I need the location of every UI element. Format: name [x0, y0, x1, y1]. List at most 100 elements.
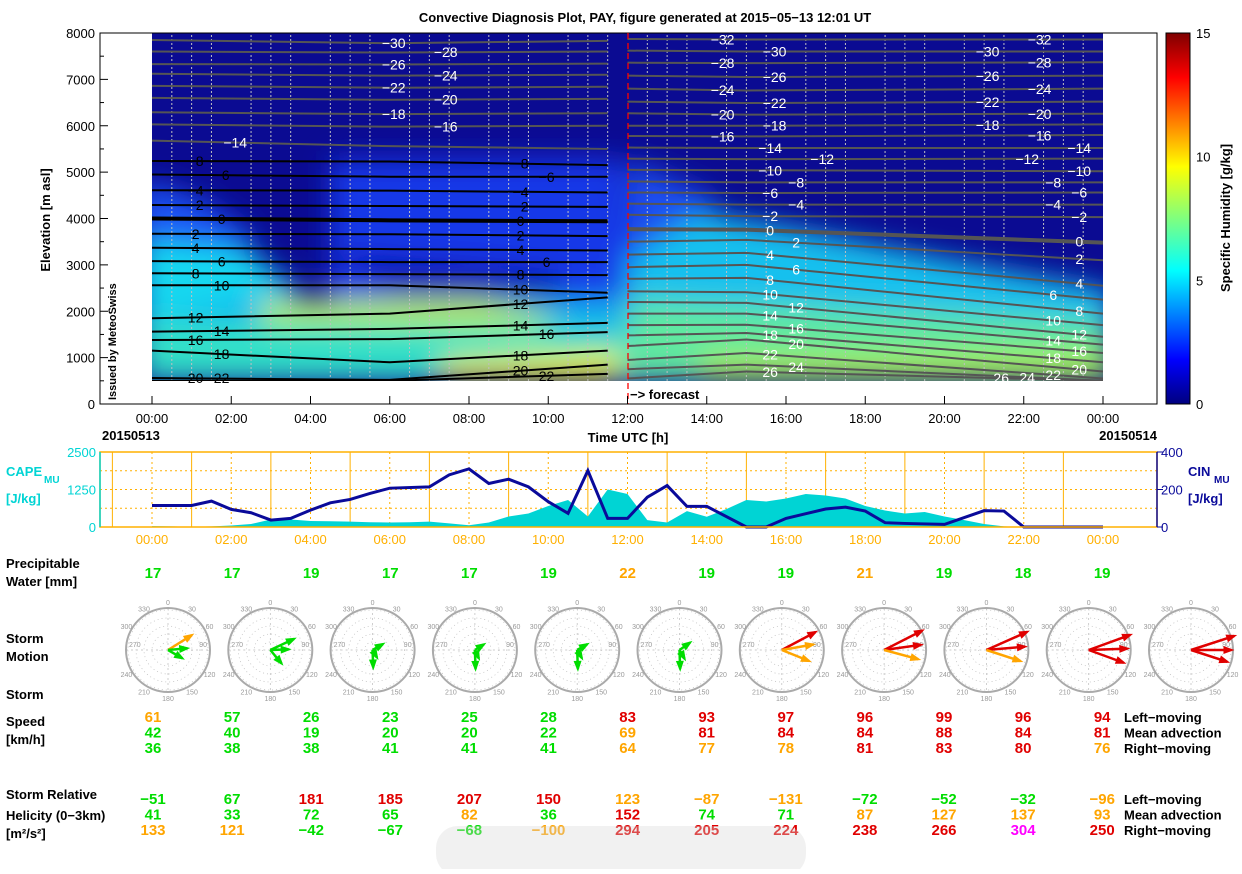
polar-compass-label: 330	[1161, 606, 1173, 613]
cape-x-tick-label: 20:00	[928, 532, 961, 547]
isotherm-label: 0	[766, 222, 774, 238]
pw-value: 17	[461, 565, 478, 582]
storm-speed-value: 81	[1094, 725, 1111, 742]
isotherm-label: 26	[762, 364, 778, 380]
polar-compass-label: 210	[957, 690, 969, 697]
polar-compass-label: 270	[845, 642, 857, 649]
x-tick-label: 20:00	[928, 411, 961, 426]
storm-speed-value: 38	[224, 740, 241, 757]
polar-compass-label: 0	[984, 600, 988, 607]
cin-axis-label: CIN	[1188, 464, 1210, 479]
helicity-value: −52	[931, 791, 956, 808]
isotherm-label: 12	[513, 296, 529, 312]
arrow-head-icon	[800, 654, 812, 662]
polar-compass-label: 300	[632, 624, 644, 631]
cape-tick-label: 0	[89, 520, 96, 535]
isotherm-label: −28	[434, 44, 458, 60]
isotherm-label: −8	[513, 156, 529, 172]
storm-speed-value: 25	[461, 709, 478, 726]
polar-compass-label: 90	[404, 642, 412, 649]
polar-compass-label: 240	[121, 672, 133, 679]
cape-x-tick-label: 16:00	[770, 532, 803, 547]
isotherm-label: −22	[382, 80, 406, 96]
x-tick-label: 00:00	[136, 411, 169, 426]
polar-compass-label: 0	[678, 600, 682, 607]
isotherm-label: 18	[762, 327, 778, 343]
viewer-toolbar-overlay[interactable]	[436, 826, 806, 869]
isotherm-label: −26	[763, 69, 787, 85]
polar-compass-label: 150	[1005, 690, 1017, 697]
polar-compass-label: 60	[1229, 624, 1237, 631]
helicity-value: 207	[457, 791, 482, 808]
polar-compass-label: 300	[939, 624, 951, 631]
isotherm-label: −14	[1067, 140, 1091, 156]
arrow-head-icon	[1115, 656, 1127, 664]
polar-compass-label: 270	[743, 642, 755, 649]
isotherm-line	[152, 52, 608, 53]
polar-compass-label: 300	[325, 624, 337, 631]
cape-x-tick-label: 18:00	[849, 532, 882, 547]
polar-compass-label: 0	[166, 600, 170, 607]
helicity-value: −72	[852, 791, 877, 808]
polar-compass-label: 0	[575, 600, 579, 607]
polar-compass-label: 300	[530, 624, 542, 631]
isotherm-label: 6	[543, 254, 551, 270]
pw-value: 18	[1015, 565, 1032, 582]
isotherm-label: −2	[188, 197, 204, 213]
cape-x-tick-label: 10:00	[532, 532, 565, 547]
y-tick-label: 1000	[66, 351, 95, 366]
polar-compass-label: 60	[513, 624, 521, 631]
isotherm-label: −22	[976, 94, 1000, 110]
storm-speed-value: 80	[1015, 740, 1032, 757]
y-tick-label: 0	[88, 397, 95, 412]
polar-compass-label: 60	[308, 624, 316, 631]
isotherm-label: 24	[788, 359, 804, 375]
storm-speed-value: 77	[698, 740, 715, 757]
isotherm-label: 2	[1075, 251, 1083, 267]
isotherm-label: −18	[763, 118, 787, 134]
storm-speed-value: 84	[777, 725, 794, 742]
isotherm-line	[628, 76, 1104, 77]
isotherm-label: 12	[788, 300, 804, 316]
colorbar-label: Specific Humidity [g/kg]	[1218, 144, 1233, 292]
polar-compass-label: 180	[264, 696, 276, 703]
isotherm-label: 24	[1019, 369, 1035, 385]
isotherm-label: 20	[788, 336, 804, 352]
polar-compass-label: 30	[700, 606, 708, 613]
isotherm-label: −32	[711, 31, 735, 47]
storm-speed-value: 93	[698, 709, 715, 726]
polar-compass-label: 210	[240, 690, 252, 697]
isotherm-label: −20	[434, 92, 458, 108]
isotherm-label: 4	[517, 242, 525, 258]
y-tick-label: 2000	[66, 304, 95, 319]
isotherm-line	[628, 51, 1104, 52]
isotherm-line	[628, 102, 1104, 103]
isotherm-label: −6	[214, 167, 230, 183]
isotherm-label: −10	[1067, 163, 1091, 179]
isotherm-label: 12	[188, 309, 204, 325]
x-tick-label: 02:00	[215, 411, 248, 426]
polar-compass-label: 270	[641, 642, 653, 649]
polar-compass-label: 120	[920, 672, 932, 679]
arrow-head-icon	[285, 638, 297, 646]
polar-compass-label: 0	[1189, 600, 1193, 607]
storm-speed-value: 22	[540, 725, 557, 742]
storm-speed-row-label: Mean advection	[1124, 726, 1222, 741]
colorbar-tick-label: 10	[1196, 150, 1210, 165]
isotherm-label: −6	[539, 169, 555, 185]
helicity-value: 133	[140, 822, 165, 839]
isotherm-label: 20	[188, 370, 204, 386]
isotherm-label: −16	[434, 118, 458, 134]
polar-compass-label: 30	[904, 606, 912, 613]
helicity-value: 123	[615, 791, 640, 808]
polar-compass-label: 330	[547, 606, 559, 613]
polar-compass-label: 30	[495, 606, 503, 613]
arrow-head-icon	[173, 651, 185, 660]
storm-speed-value: 41	[382, 740, 399, 757]
polar-compass-label: 180	[367, 696, 379, 703]
polar-compass-label: 270	[129, 642, 141, 649]
helicity-value: −51	[140, 791, 165, 808]
isotherm-label: 18	[214, 346, 230, 362]
storm-speed-value: 81	[857, 740, 874, 757]
